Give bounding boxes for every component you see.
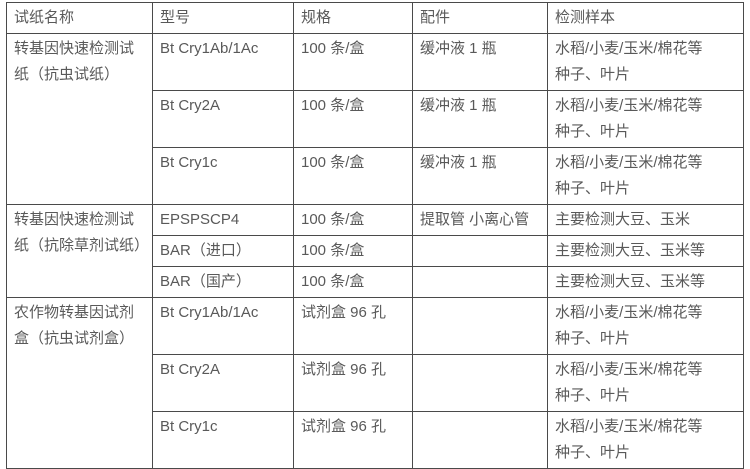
model-cell: BAR（进口） <box>152 235 294 267</box>
accessory-cell <box>412 297 548 355</box>
table-header-row: 试纸名称 型号 规格 配件 检测样本 <box>6 2 744 34</box>
spec-cell: 100 条/盒 <box>293 235 413 267</box>
sample-cell: 水稻/小麦/玉米/棉花等 种子、叶片 <box>547 297 744 355</box>
model-cell: EPSPSCP4 <box>152 204 294 236</box>
model-cell: BAR（国产） <box>152 266 294 298</box>
column-header-spec: 规格 <box>293 2 413 34</box>
table-row: Bt Cry2A 100 条/盒 缓冲液 1 瓶 水稻/小麦/玉米/棉花等 种子… <box>7 90 744 148</box>
accessory-cell <box>412 411 548 469</box>
spec-cell: 试剂盒 96 孔 <box>293 297 413 355</box>
model-cell: Bt Cry1c <box>152 147 294 205</box>
accessory-cell <box>412 235 548 267</box>
column-header-sample: 检测样本 <box>547 2 744 34</box>
spec-cell: 100 条/盒 <box>293 33 413 91</box>
table-row: BAR（进口） 100 条/盒 主要检测大豆、玉米等 <box>7 235 744 267</box>
accessory-cell: 提取管 小离心管 <box>412 204 548 236</box>
spec-cell: 100 条/盒 <box>293 266 413 298</box>
sample-cell: 水稻/小麦/玉米/棉花等 种子、叶片 <box>547 33 744 91</box>
group-name-cell: 转基因快速检测试 纸（抗虫试纸） <box>6 33 153 205</box>
group-name-cell: 转基因快速检测试 纸（抗除草剂试纸） <box>6 204 153 298</box>
accessory-cell: 缓冲液 1 瓶 <box>412 33 548 91</box>
table-row: 农作物转基因试剂 盒（抗虫试剂盒） Bt Cry1Ab/1Ac 试剂盒 96 孔… <box>6 297 744 469</box>
accessory-cell: 缓冲液 1 瓶 <box>412 90 548 148</box>
accessory-cell <box>412 354 548 412</box>
sample-cell: 主要检测大豆、玉米等 <box>547 235 744 267</box>
spec-cell: 100 条/盒 <box>293 204 413 236</box>
spec-cell: 试剂盒 96 孔 <box>293 354 413 412</box>
table-row: 转基因快速检测试 纸（抗虫试纸） Bt Cry1Ab/1Ac 100 条/盒 缓… <box>6 33 744 205</box>
model-cell: Bt Cry1Ab/1Ac <box>152 297 294 355</box>
sample-cell: 主要检测大豆、玉米 <box>547 204 744 236</box>
table-row: Bt Cry1c 100 条/盒 缓冲液 1 瓶 水稻/小麦/玉米/棉花等 种子… <box>7 147 744 205</box>
spec-cell: 100 条/盒 <box>293 147 413 205</box>
accessory-cell <box>412 266 548 298</box>
group-name-cell: 农作物转基因试剂 盒（抗虫试剂盒） <box>6 297 153 469</box>
column-header-accessory: 配件 <box>412 2 548 34</box>
column-header-model: 型号 <box>152 2 294 34</box>
table-row: 转基因快速检测试 纸（抗除草剂试纸） EPSPSCP4 100 条/盒 提取管 … <box>6 204 744 298</box>
table-row: BAR（国产） 100 条/盒 主要检测大豆、玉米等 <box>7 266 744 298</box>
sample-cell: 水稻/小麦/玉米/棉花等 种子、叶片 <box>547 147 744 205</box>
model-cell: Bt Cry1c <box>152 411 294 469</box>
spec-cell: 100 条/盒 <box>293 90 413 148</box>
spec-cell: 试剂盒 96 孔 <box>293 411 413 469</box>
accessory-cell: 缓冲液 1 瓶 <box>412 147 548 205</box>
sample-cell: 水稻/小麦/玉米/棉花等 种子、叶片 <box>547 411 744 469</box>
model-cell: Bt Cry2A <box>152 90 294 148</box>
product-spec-table: 试纸名称 型号 规格 配件 检测样本 转基因快速检测试 纸（抗虫试纸） Bt C… <box>6 2 744 469</box>
column-header-name: 试纸名称 <box>6 2 153 34</box>
sample-cell: 主要检测大豆、玉米等 <box>547 266 744 298</box>
table-row: Bt Cry2A 试剂盒 96 孔 水稻/小麦/玉米/棉花等 种子、叶片 <box>7 354 744 412</box>
sample-cell: 水稻/小麦/玉米/棉花等 种子、叶片 <box>547 354 744 412</box>
sample-cell: 水稻/小麦/玉米/棉花等 种子、叶片 <box>547 90 744 148</box>
model-cell: Bt Cry2A <box>152 354 294 412</box>
model-cell: Bt Cry1Ab/1Ac <box>152 33 294 91</box>
